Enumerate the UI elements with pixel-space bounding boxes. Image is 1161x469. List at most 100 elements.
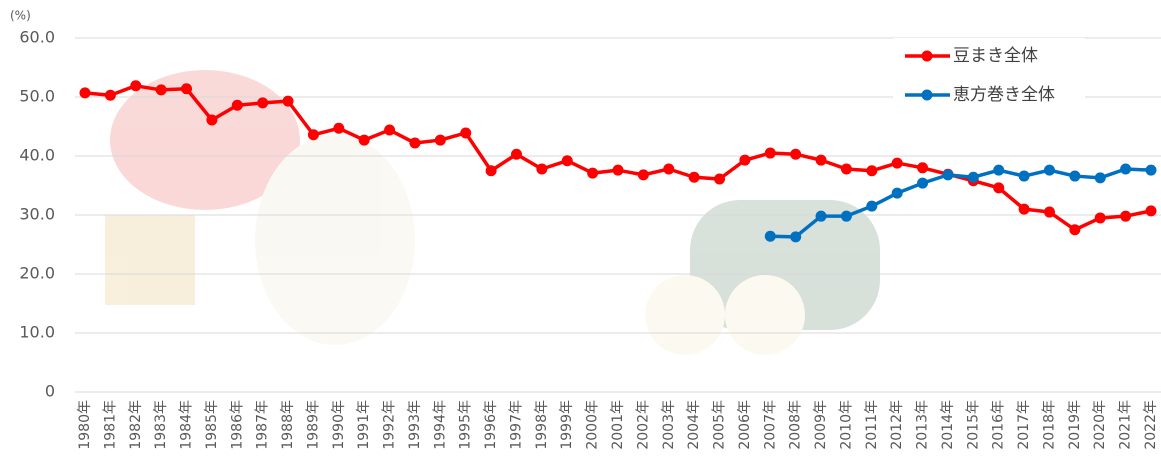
data-point xyxy=(739,155,750,166)
data-point xyxy=(460,127,471,138)
data-point xyxy=(790,149,801,160)
x-tick-label: 1983年 xyxy=(153,400,169,450)
x-tick-label: 2010年 xyxy=(838,400,854,450)
data-point xyxy=(816,155,827,166)
data-point xyxy=(638,169,649,180)
data-point xyxy=(942,169,953,180)
data-point xyxy=(257,97,268,108)
data-point xyxy=(1044,207,1055,218)
x-tick-label: 1988年 xyxy=(280,400,296,450)
x-tick-label: 1986年 xyxy=(229,400,245,450)
data-point xyxy=(384,125,395,136)
x-tick-label: 2008年 xyxy=(788,400,804,450)
x-tick-label: 2020年 xyxy=(1092,400,1108,450)
data-point xyxy=(80,87,91,98)
data-point xyxy=(1044,165,1055,176)
legend-marker xyxy=(922,51,933,62)
data-point xyxy=(968,172,979,183)
data-point xyxy=(587,168,598,179)
x-tick-label: 1998年 xyxy=(534,400,550,450)
data-point xyxy=(866,165,877,176)
x-tick-label: 1980年 xyxy=(77,400,93,450)
data-point xyxy=(1019,204,1030,215)
x-tick-label: 2014年 xyxy=(940,400,956,450)
x-tick-label: 2019年 xyxy=(1067,400,1083,450)
data-point xyxy=(359,135,370,146)
x-tick-label: 1992年 xyxy=(382,400,398,450)
x-tick-label: 1995年 xyxy=(458,400,474,450)
page: {"chart_data": {"type": "line", "y_label… xyxy=(0,0,1161,469)
x-tick-label: 2007年 xyxy=(762,400,778,450)
data-point xyxy=(511,149,522,160)
data-point xyxy=(1146,165,1157,176)
x-tick-label: 2013年 xyxy=(915,400,931,450)
data-point xyxy=(206,115,217,126)
data-point xyxy=(765,148,776,159)
x-tick-label: 2011年 xyxy=(864,400,880,450)
y-tick-label: 50.0 xyxy=(19,87,55,106)
data-point xyxy=(841,211,852,222)
x-tick-label: 2001年 xyxy=(610,400,626,450)
y-tick-label: 10.0 xyxy=(19,323,55,342)
data-point xyxy=(1095,172,1106,183)
x-tick-label: 2012年 xyxy=(889,400,905,450)
data-point xyxy=(232,100,243,111)
x-tick-label: 2006年 xyxy=(737,400,753,450)
x-tick-label: 2015年 xyxy=(965,400,981,450)
data-point xyxy=(130,80,141,91)
data-point xyxy=(993,165,1004,176)
x-tick-label: 1987年 xyxy=(255,400,271,450)
x-tick-label: 1981年 xyxy=(102,400,118,450)
data-point xyxy=(917,178,928,189)
data-point xyxy=(993,182,1004,193)
x-tick-label: 1994年 xyxy=(432,400,448,450)
x-tick-label: 1993年 xyxy=(407,400,423,450)
data-point xyxy=(1146,205,1157,216)
x-tick-label: 1984年 xyxy=(179,400,195,450)
data-point xyxy=(105,90,116,101)
x-tick-label: 1999年 xyxy=(559,400,575,450)
data-point xyxy=(283,96,294,107)
data-point xyxy=(181,83,192,94)
x-tick-label: 2022年 xyxy=(1143,400,1159,450)
x-tick-label: 2021年 xyxy=(1118,400,1134,450)
x-tick-label: 2000年 xyxy=(585,400,601,450)
data-point xyxy=(409,138,420,149)
y-tick-label: 20.0 xyxy=(19,264,55,283)
y-tick-label: 60.0 xyxy=(19,28,55,47)
data-point xyxy=(1120,163,1131,174)
data-point xyxy=(1095,212,1106,223)
x-tick-label: 2016年 xyxy=(991,400,1007,450)
data-point xyxy=(1019,171,1030,182)
data-point xyxy=(486,165,497,176)
x-tick-label: 2004年 xyxy=(686,400,702,450)
chart: (%) 010.020.030.040.050.060.01980年1981年1… xyxy=(0,0,1161,469)
x-tick-label: 2009年 xyxy=(813,400,829,450)
data-point xyxy=(866,201,877,212)
x-tick-label: 1989年 xyxy=(305,400,321,450)
x-tick-label: 2003年 xyxy=(661,400,677,450)
data-point xyxy=(917,162,928,173)
x-tick-label: 1991年 xyxy=(356,400,372,450)
x-tick-label: 1997年 xyxy=(508,400,524,450)
data-point xyxy=(333,123,344,134)
data-point xyxy=(613,165,624,176)
data-point xyxy=(790,231,801,242)
x-tick-label: 1982年 xyxy=(128,400,144,450)
x-tick-label: 1985年 xyxy=(204,400,220,450)
legend-marker xyxy=(922,90,933,101)
data-point xyxy=(765,231,776,242)
x-tick-label: 1996年 xyxy=(483,400,499,450)
y-tick-label: 0 xyxy=(45,382,55,401)
x-tick-label: 2017年 xyxy=(1016,400,1032,450)
data-point xyxy=(816,211,827,222)
data-point xyxy=(689,172,700,183)
data-point xyxy=(714,174,725,185)
data-point xyxy=(1069,224,1080,235)
y-tick-label: 40.0 xyxy=(19,146,55,165)
legend-label: 恵方巻き全体 xyxy=(953,85,1055,105)
x-tick-label: 1990年 xyxy=(331,400,347,450)
x-tick-label: 2005年 xyxy=(712,400,728,450)
data-point xyxy=(892,188,903,199)
